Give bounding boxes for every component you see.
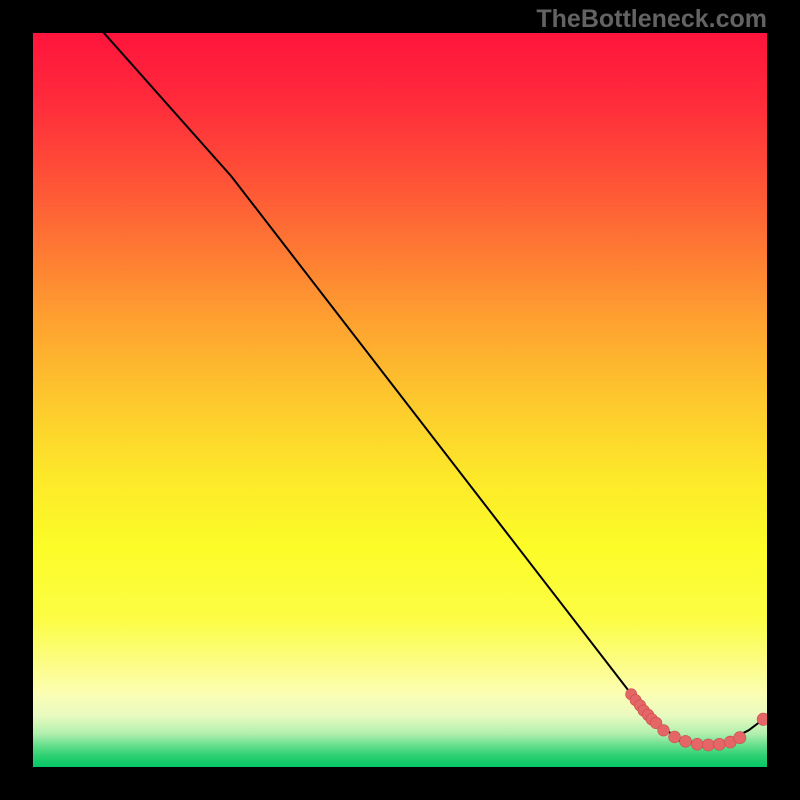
bottleneck-chart: TheBottleneck.com bbox=[0, 0, 800, 800]
data-point bbox=[691, 738, 703, 750]
chart-svg bbox=[0, 0, 800, 800]
data-point bbox=[680, 735, 692, 747]
data-point bbox=[734, 732, 746, 744]
data-point bbox=[669, 731, 681, 743]
data-point bbox=[702, 739, 714, 751]
data-point bbox=[658, 725, 670, 737]
plot-background bbox=[33, 33, 767, 767]
watermark-text: TheBottleneck.com bbox=[536, 5, 767, 34]
data-point bbox=[713, 738, 725, 750]
